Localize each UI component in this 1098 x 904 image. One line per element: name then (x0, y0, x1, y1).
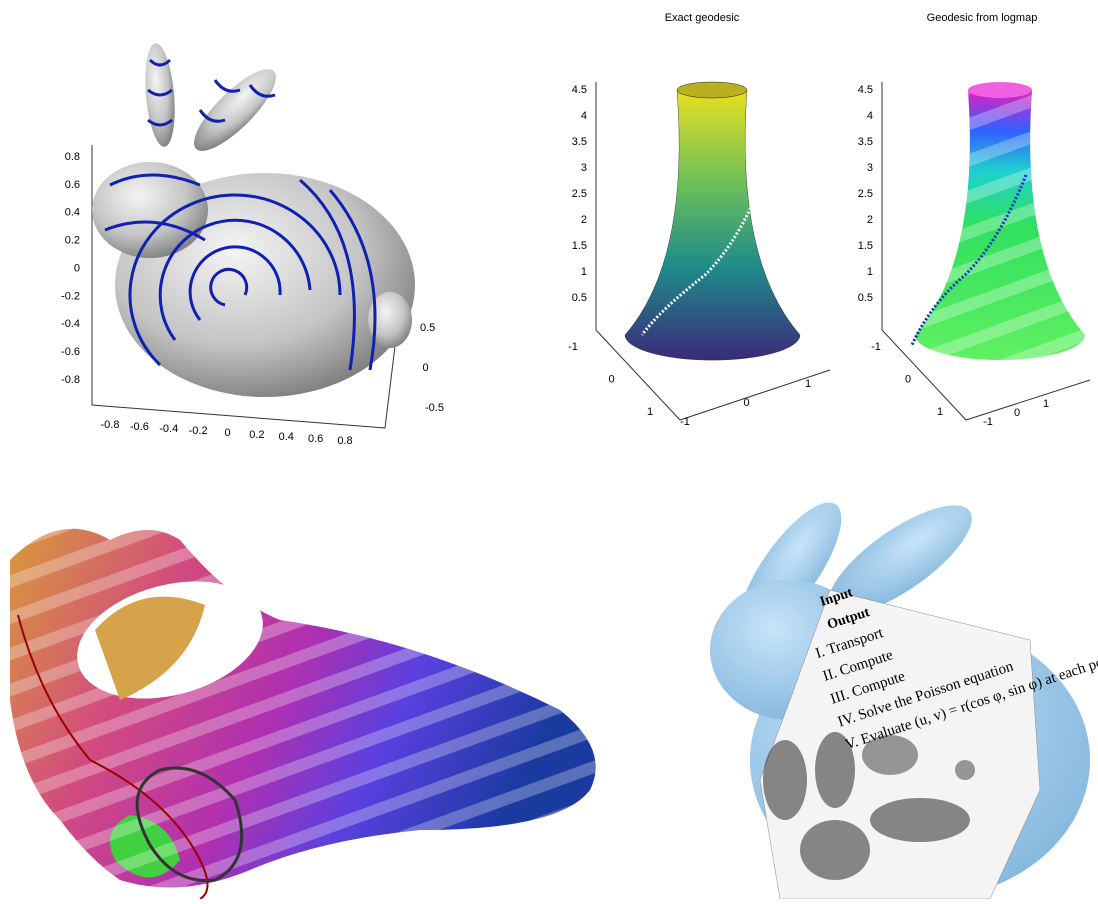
bunny-plot (92, 42, 415, 428)
tick-label: -1 (871, 341, 881, 353)
surface-plot: Exact geodesic (596, 12, 830, 420)
tick-label: 2 (867, 214, 873, 226)
tick-label: 3.5 (572, 136, 587, 148)
tick-label: -0.2 (189, 425, 208, 437)
tick-label: 4.5 (858, 84, 873, 96)
tick-label: 0 (743, 397, 749, 409)
tick-label: 2 (581, 214, 587, 226)
tick-label: -0.6 (61, 346, 80, 358)
tick-label: 2.5 (572, 188, 587, 200)
tick-label: 4 (867, 110, 873, 122)
tick-label: 0.4 (279, 431, 294, 443)
surface-plot: Geodesic from logmap (882, 12, 1090, 420)
panel-title: Geodesic from logmap (927, 12, 1038, 24)
tick-label: -1 (983, 416, 993, 428)
tick-label: 1.5 (858, 240, 873, 252)
tick-label: 1 (937, 406, 943, 418)
tick-label: 2.5 (858, 188, 873, 200)
tick-label: -0.8 (61, 374, 80, 386)
tick-label: 3 (867, 162, 873, 174)
tick-label: -0.2 (61, 290, 80, 302)
tick-label: 0.4 (65, 207, 80, 219)
tick-label: 0.5 (858, 292, 873, 304)
tick-label: 0 (905, 373, 911, 385)
tick-label: 1 (647, 406, 653, 418)
tick-label: 0.5 (572, 292, 587, 304)
tick-label: 3 (581, 162, 587, 174)
tick-label: 1 (805, 378, 811, 390)
tick-label: -1 (568, 341, 578, 353)
tick-label: 0 (224, 427, 230, 439)
tick-label: -0.4 (159, 423, 178, 435)
tick-label: 0.8 (337, 435, 352, 447)
surface-stripes (915, 90, 1085, 360)
tick-label: 0 (608, 373, 614, 385)
tick-label: 0.5 (420, 322, 435, 334)
mesh-stripes (10, 529, 596, 888)
figure: Exact geodesic Geodesic from logmap (0, 0, 1098, 899)
tick-label: 3.5 (858, 136, 873, 148)
surface (625, 90, 800, 360)
tick-label: 4.5 (572, 84, 587, 96)
tick-label: 4 (581, 110, 587, 122)
tick-label: -0.6 (130, 421, 149, 433)
tick-label: 0 (1014, 407, 1020, 419)
tick-label: -0.8 (101, 419, 120, 431)
tick-label: 0.2 (65, 235, 80, 247)
panel-title: Exact geodesic (665, 12, 740, 24)
tick-label: -1 (680, 416, 690, 428)
colored-mesh (10, 529, 596, 899)
bunny-ear (183, 58, 286, 161)
surface-top (677, 82, 747, 98)
tick-label: 1 (1043, 398, 1049, 410)
tick-label: 0.6 (65, 179, 80, 191)
tick-label: 1.5 (572, 240, 587, 252)
tick-label: -0.5 (425, 402, 444, 414)
surface-top (968, 82, 1032, 98)
tick-label: 1 (867, 266, 873, 278)
tick-label: 0.2 (249, 429, 264, 441)
tick-label: 1 (581, 266, 587, 278)
tick-label: -0.4 (61, 318, 80, 330)
tick-label: 0.6 (308, 433, 323, 445)
tick-label: 0.8 (65, 151, 80, 163)
tick-label: 0 (74, 262, 80, 274)
tick-label: 0 (423, 362, 429, 374)
